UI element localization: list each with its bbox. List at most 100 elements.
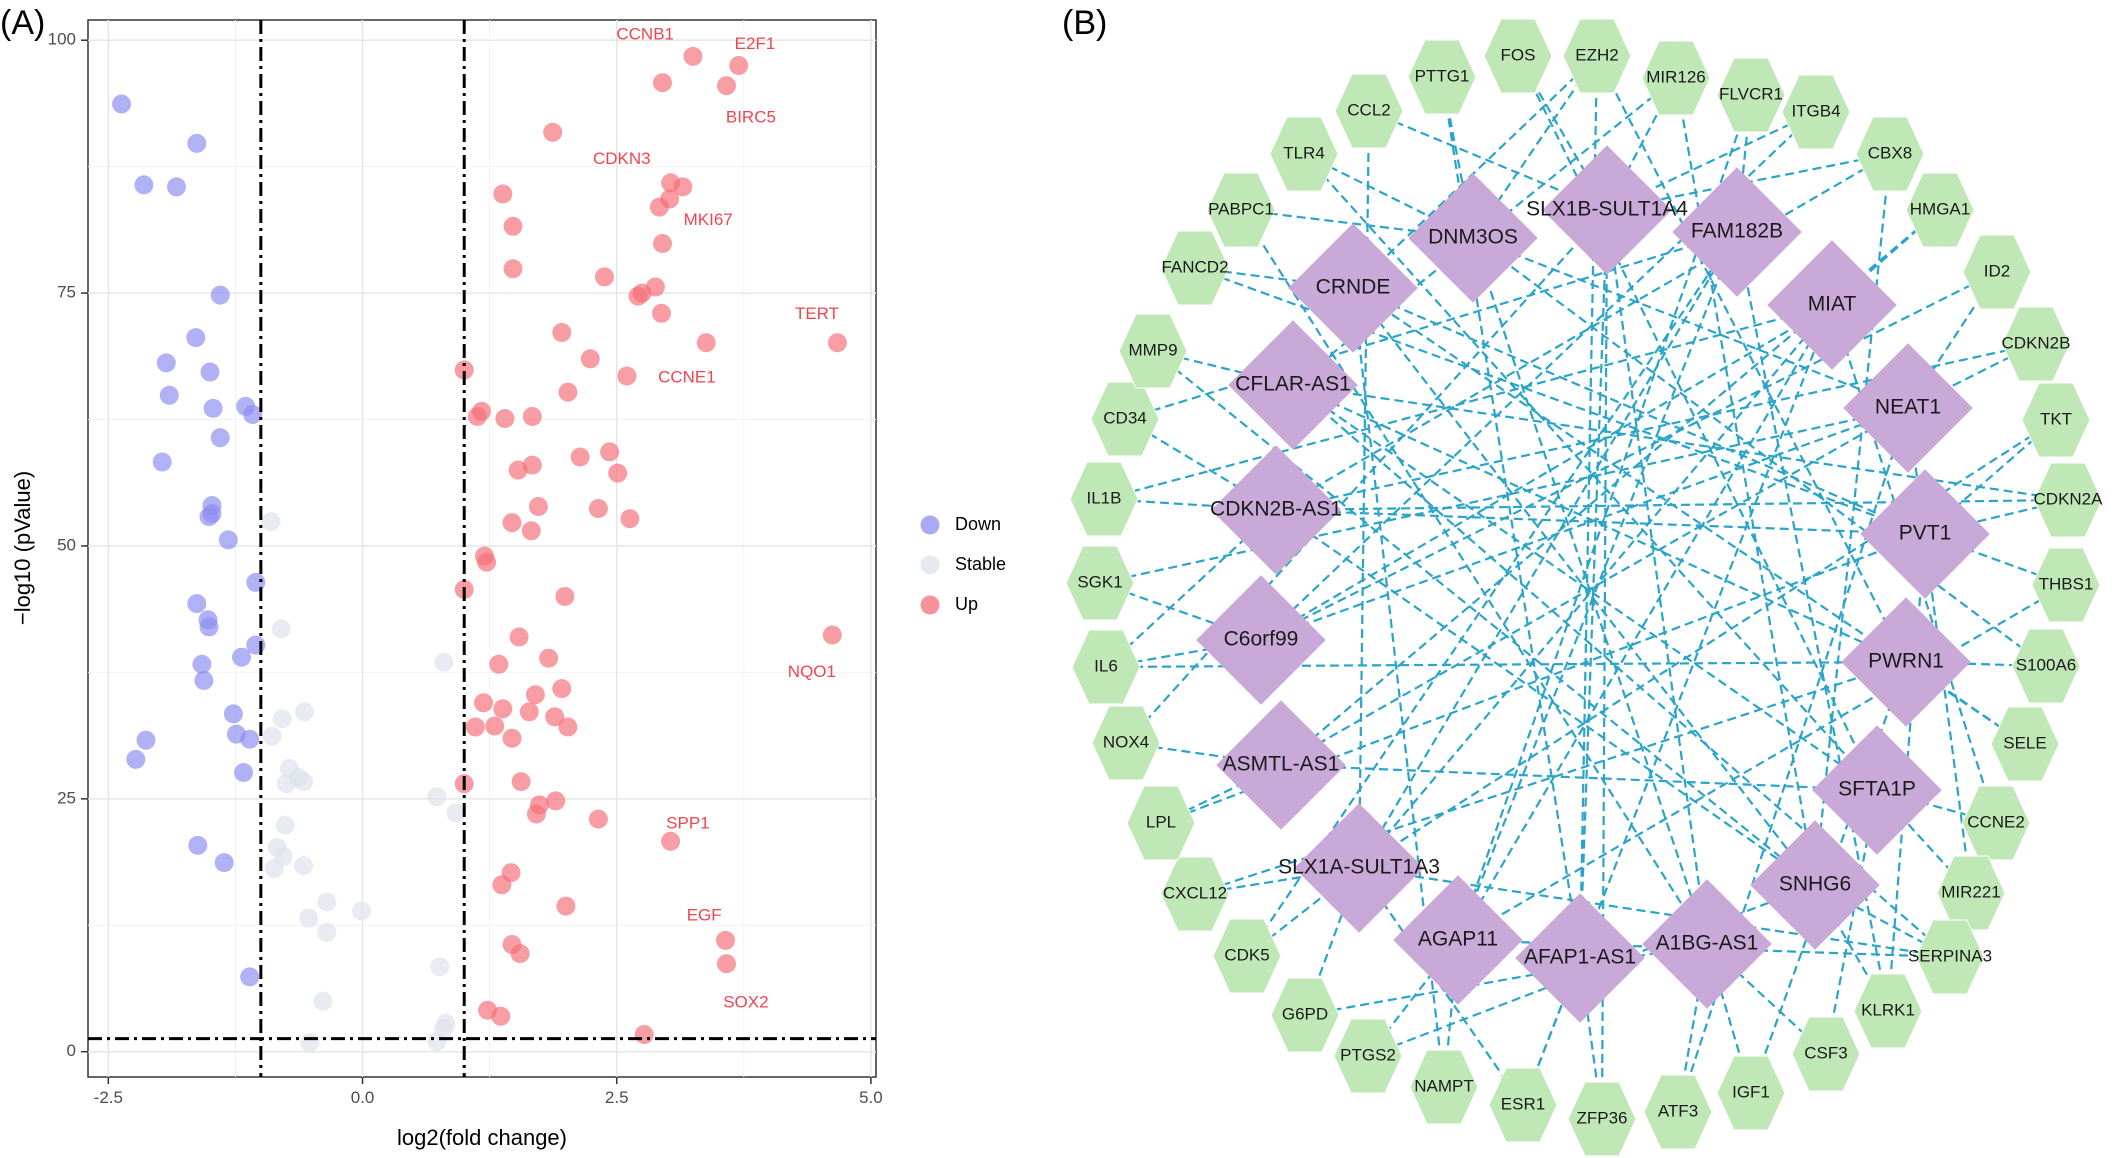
network-edge — [1472, 236, 1909, 410]
point-up — [545, 707, 565, 727]
gene-node-csf3 — [1791, 1016, 1861, 1092]
point-down — [240, 729, 260, 749]
gene-node-sele — [1990, 706, 2060, 782]
network-edge — [1103, 303, 1833, 501]
gene-node-label: NOX4 — [1103, 732, 1149, 751]
hub-node-slx1b-sult1a4 — [1542, 145, 1672, 275]
hub-node-label: SLX1B-SULT1A4 — [1526, 198, 1688, 221]
hub-node-cflar-as1 — [1228, 320, 1358, 450]
point-stable — [294, 856, 314, 876]
gene-node-label: ZFP36 — [1576, 1108, 1627, 1127]
network-edge — [1578, 209, 1609, 959]
reference-lines — [88, 20, 876, 1077]
point-up — [716, 930, 735, 950]
network-edge — [1352, 286, 1926, 536]
gene-node-lpl — [1126, 785, 1196, 861]
gene-node-fos — [1483, 18, 1553, 94]
point-up — [634, 1025, 654, 1044]
y-tick-label: 50 — [57, 535, 76, 554]
hub-node-dnm3os — [1408, 173, 1538, 303]
point-up — [617, 366, 637, 386]
network-edge — [1125, 209, 1608, 744]
x-axis-title: log2(fold change) — [397, 1125, 567, 1150]
gene-node-mir126 — [1641, 40, 1711, 116]
gene-node-label: IL1B — [1087, 488, 1122, 507]
gene-node-label: IL6 — [1094, 656, 1118, 675]
point-down — [203, 398, 223, 418]
network-edge — [1517, 55, 1878, 791]
gene-node-cdkn2a — [2033, 462, 2103, 538]
gene-node-label: FANCD2 — [1161, 257, 1228, 276]
legend-key-down — [920, 515, 940, 535]
gene-node-nox4 — [1091, 705, 1161, 781]
gene-label: CDKN3 — [593, 149, 651, 168]
x-tick-label: -2.5 — [94, 1088, 123, 1107]
point-up — [539, 648, 559, 668]
point-up — [673, 177, 693, 197]
point-stable — [313, 991, 333, 1011]
gene-node-label: CXCL12 — [1163, 883, 1227, 902]
point-down — [199, 617, 219, 637]
point-down — [218, 530, 238, 550]
point-stable — [300, 1033, 320, 1053]
point-up — [522, 407, 542, 426]
hub-node-label: ASMTL-AS1 — [1223, 753, 1340, 776]
point-stable — [272, 709, 292, 729]
point-down — [192, 654, 212, 674]
point-up — [465, 717, 485, 737]
point-up — [552, 679, 572, 699]
y-tick-label: 25 — [57, 788, 76, 807]
point-up — [492, 875, 512, 895]
point-up — [558, 717, 578, 737]
hub-node-label: PWRN1 — [1868, 650, 1944, 673]
network-edge — [1456, 94, 1753, 941]
network-edge — [1260, 406, 1909, 642]
gene-node-label: CSF3 — [1804, 1043, 1847, 1062]
network-edge — [1357, 110, 1371, 869]
point-down — [187, 594, 207, 614]
gene-node-nampt — [1409, 1049, 1479, 1125]
gene-node-cbx8 — [1855, 116, 1925, 192]
network-edge — [1596, 55, 1907, 663]
network-edge — [1358, 231, 1738, 869]
point-up — [556, 896, 576, 916]
point-down — [214, 853, 234, 873]
point-down — [136, 730, 156, 750]
legend-label: Up — [955, 594, 978, 614]
x-tick-label: 5.0 — [859, 1088, 883, 1107]
point-stable — [299, 908, 319, 928]
point-up — [467, 407, 487, 426]
network-edge — [1814, 884, 1889, 1012]
network-edge — [1260, 304, 1833, 641]
gene-node-pabpc1 — [1206, 172, 1276, 248]
point-down — [234, 763, 254, 782]
point-up — [525, 685, 545, 705]
point-up — [555, 587, 575, 606]
axis-ticks: -2.5 0.0 2.5 5.0 0 25 50 75 100 — [48, 30, 883, 1107]
network-edge — [1160, 532, 1926, 825]
gene-node-label: G6PD — [1282, 1004, 1328, 1023]
gene-node-label: CDKN2B — [2002, 333, 2071, 352]
point-up — [526, 804, 546, 824]
network-edge — [1303, 153, 1878, 791]
hub-node-slx1a-sult1a3 — [1294, 803, 1424, 933]
gene-node-atf3 — [1643, 1074, 1713, 1150]
gene-node-label: CDK5 — [1224, 945, 1269, 964]
gene-node-cdkn2b — [2001, 306, 2071, 382]
point-stable — [427, 1032, 447, 1052]
point-down — [187, 133, 207, 153]
network-edge — [1578, 55, 1599, 959]
point-stable — [261, 512, 281, 532]
hub-node-label: AGAP11 — [1418, 928, 1498, 951]
hub-node-label: SLX1A-SULT1A3 — [1278, 856, 1440, 879]
point-down — [156, 353, 176, 373]
hub-node-label: DNM3OS — [1428, 226, 1518, 249]
point-up — [683, 46, 703, 66]
point-stable — [275, 815, 295, 835]
hub-node-neat1 — [1843, 343, 1973, 473]
hub-node-label: CFLAR-AS1 — [1235, 373, 1351, 396]
gene-node-il1b — [1069, 461, 1139, 537]
point-up — [717, 76, 736, 96]
